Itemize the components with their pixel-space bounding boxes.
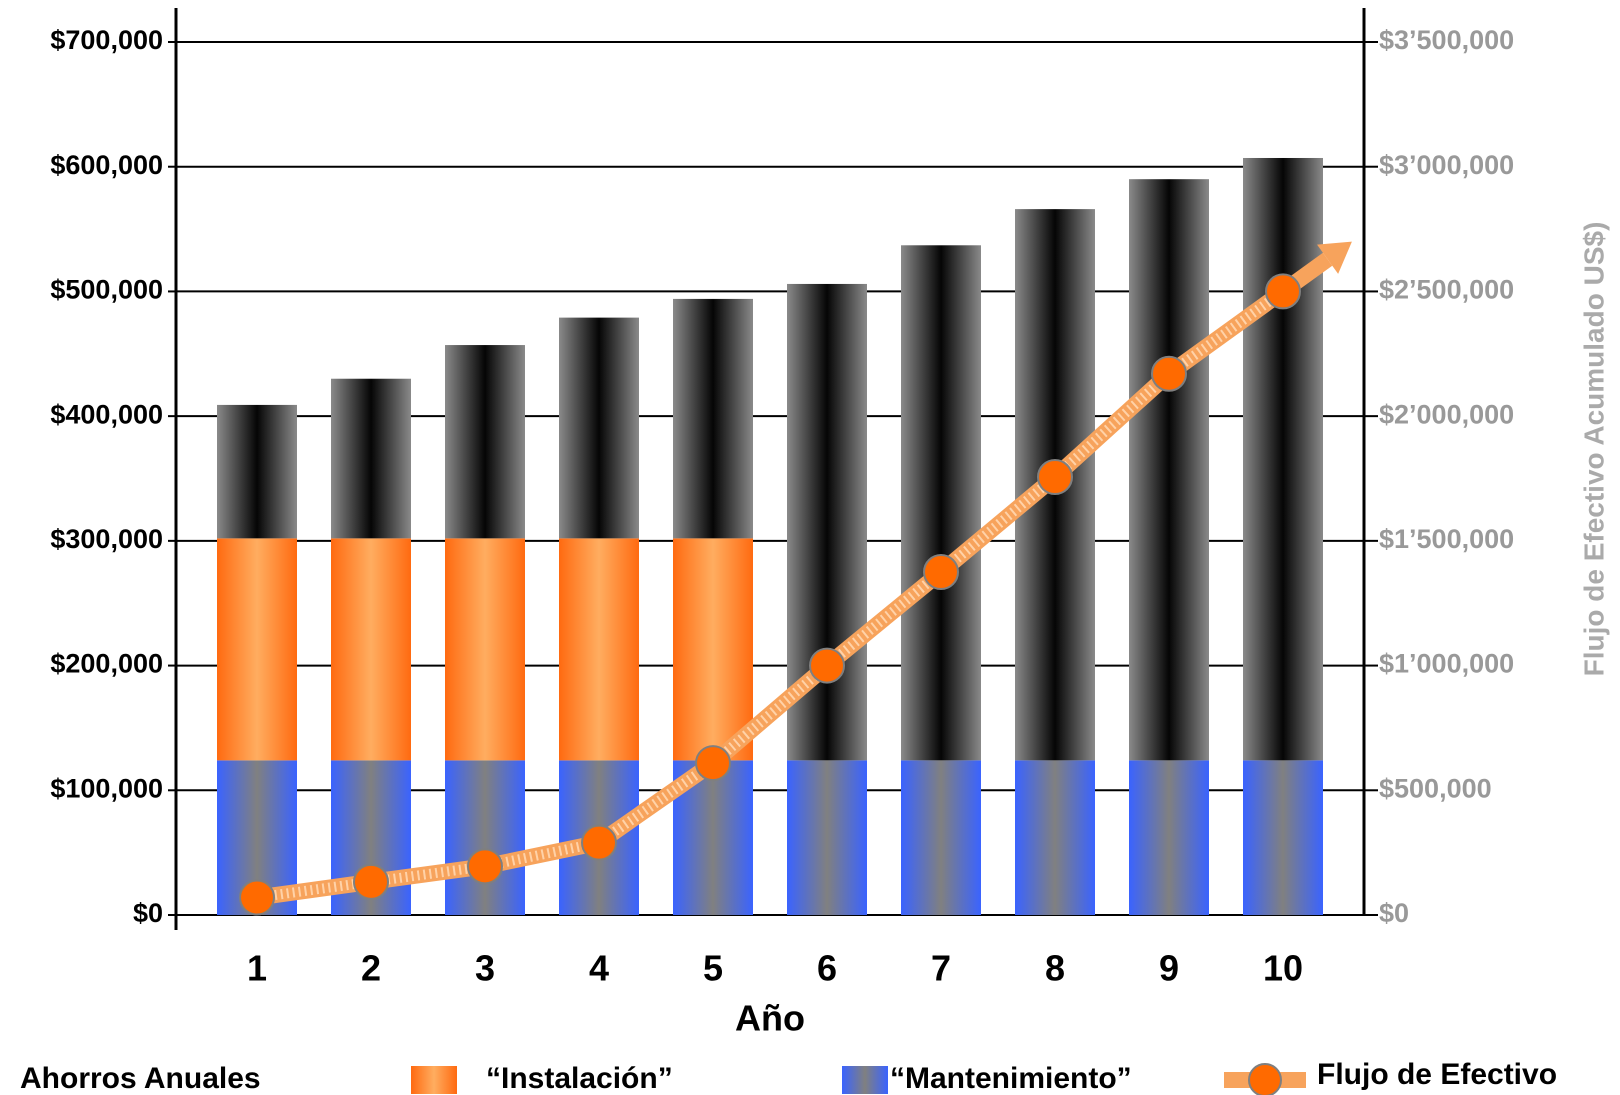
legend-title: Ahorros Anuales [20, 1062, 261, 1095]
x-tick-label: 2 [361, 948, 381, 989]
bar [1129, 179, 1209, 761]
line-marker [695, 745, 731, 782]
x-tick-label: 7 [931, 948, 951, 989]
y2-tick-label: $1’000,000 [1379, 649, 1514, 679]
line-marker [467, 848, 503, 885]
bar [445, 760, 525, 915]
x-tick-label: 6 [817, 948, 837, 989]
bar [217, 404, 297, 539]
bar [1015, 760, 1095, 915]
y2-tick-label: $0 [1379, 898, 1409, 928]
y-tick-label: $0 [133, 898, 163, 928]
y-tick-label: $300,000 [50, 524, 163, 554]
line-marker [1265, 273, 1301, 310]
x-tick-label: 4 [589, 948, 609, 989]
y2-tick-label: $2’500,000 [1379, 275, 1514, 305]
x-tick-label: 3 [475, 948, 495, 989]
line-marker [923, 554, 959, 591]
y-tick-label: $200,000 [50, 649, 163, 679]
x-tick-label: 8 [1045, 948, 1065, 989]
y2-axis-label: Flujo de Efectivo Acumulado US$) [1578, 222, 1609, 677]
y2-tick-label: $2’000,000 [1379, 399, 1514, 429]
bar [901, 760, 981, 915]
x-tick-label: 9 [1159, 948, 1179, 989]
line-marker [809, 647, 845, 684]
legend-swatch [1248, 1063, 1282, 1095]
bar [445, 345, 525, 539]
line-texture [256, 287, 1286, 903]
line-arrow-head [1317, 241, 1352, 274]
bar [673, 538, 753, 761]
line-marker [239, 879, 275, 916]
legend-label: “Instalación” [486, 1062, 673, 1095]
y2-tick-label: $500,000 [1379, 773, 1492, 803]
bar [787, 760, 867, 915]
legend-label: “Mantenimiento” [890, 1062, 1132, 1095]
bar [559, 317, 639, 539]
bar [1243, 157, 1323, 761]
bar [217, 538, 297, 761]
bar [1243, 760, 1323, 915]
y2-tick-label: $3’500,000 [1379, 25, 1514, 55]
x-tick-label: 10 [1263, 948, 1303, 989]
y-tick-label: $600,000 [50, 150, 163, 180]
legend-swatch [411, 1066, 457, 1094]
bar [559, 538, 639, 761]
bar [901, 245, 981, 761]
legend-label: Flujo de Efectivo [1317, 1058, 1557, 1091]
bar [331, 538, 411, 761]
line-marker [581, 824, 617, 861]
y2-tick-label: $1’500,000 [1379, 524, 1514, 554]
x-tick-label: 5 [703, 948, 723, 989]
x-axis-label: Año [735, 998, 805, 1039]
line-marker [1151, 355, 1187, 392]
y-tick-label: $500,000 [50, 275, 163, 305]
line-marker [353, 863, 389, 900]
legend-swatch [842, 1066, 888, 1094]
bar [673, 298, 753, 539]
line-marker [1037, 459, 1073, 496]
y2-tick-label: $3’000,000 [1379, 150, 1514, 180]
x-tick-label: 1 [247, 948, 267, 989]
bar [1129, 760, 1209, 915]
y-tick-label: $400,000 [50, 399, 163, 429]
y-tick-label: $100,000 [50, 773, 163, 803]
y-tick-label: $700,000 [50, 25, 163, 55]
bar [445, 538, 525, 761]
bar [331, 378, 411, 539]
